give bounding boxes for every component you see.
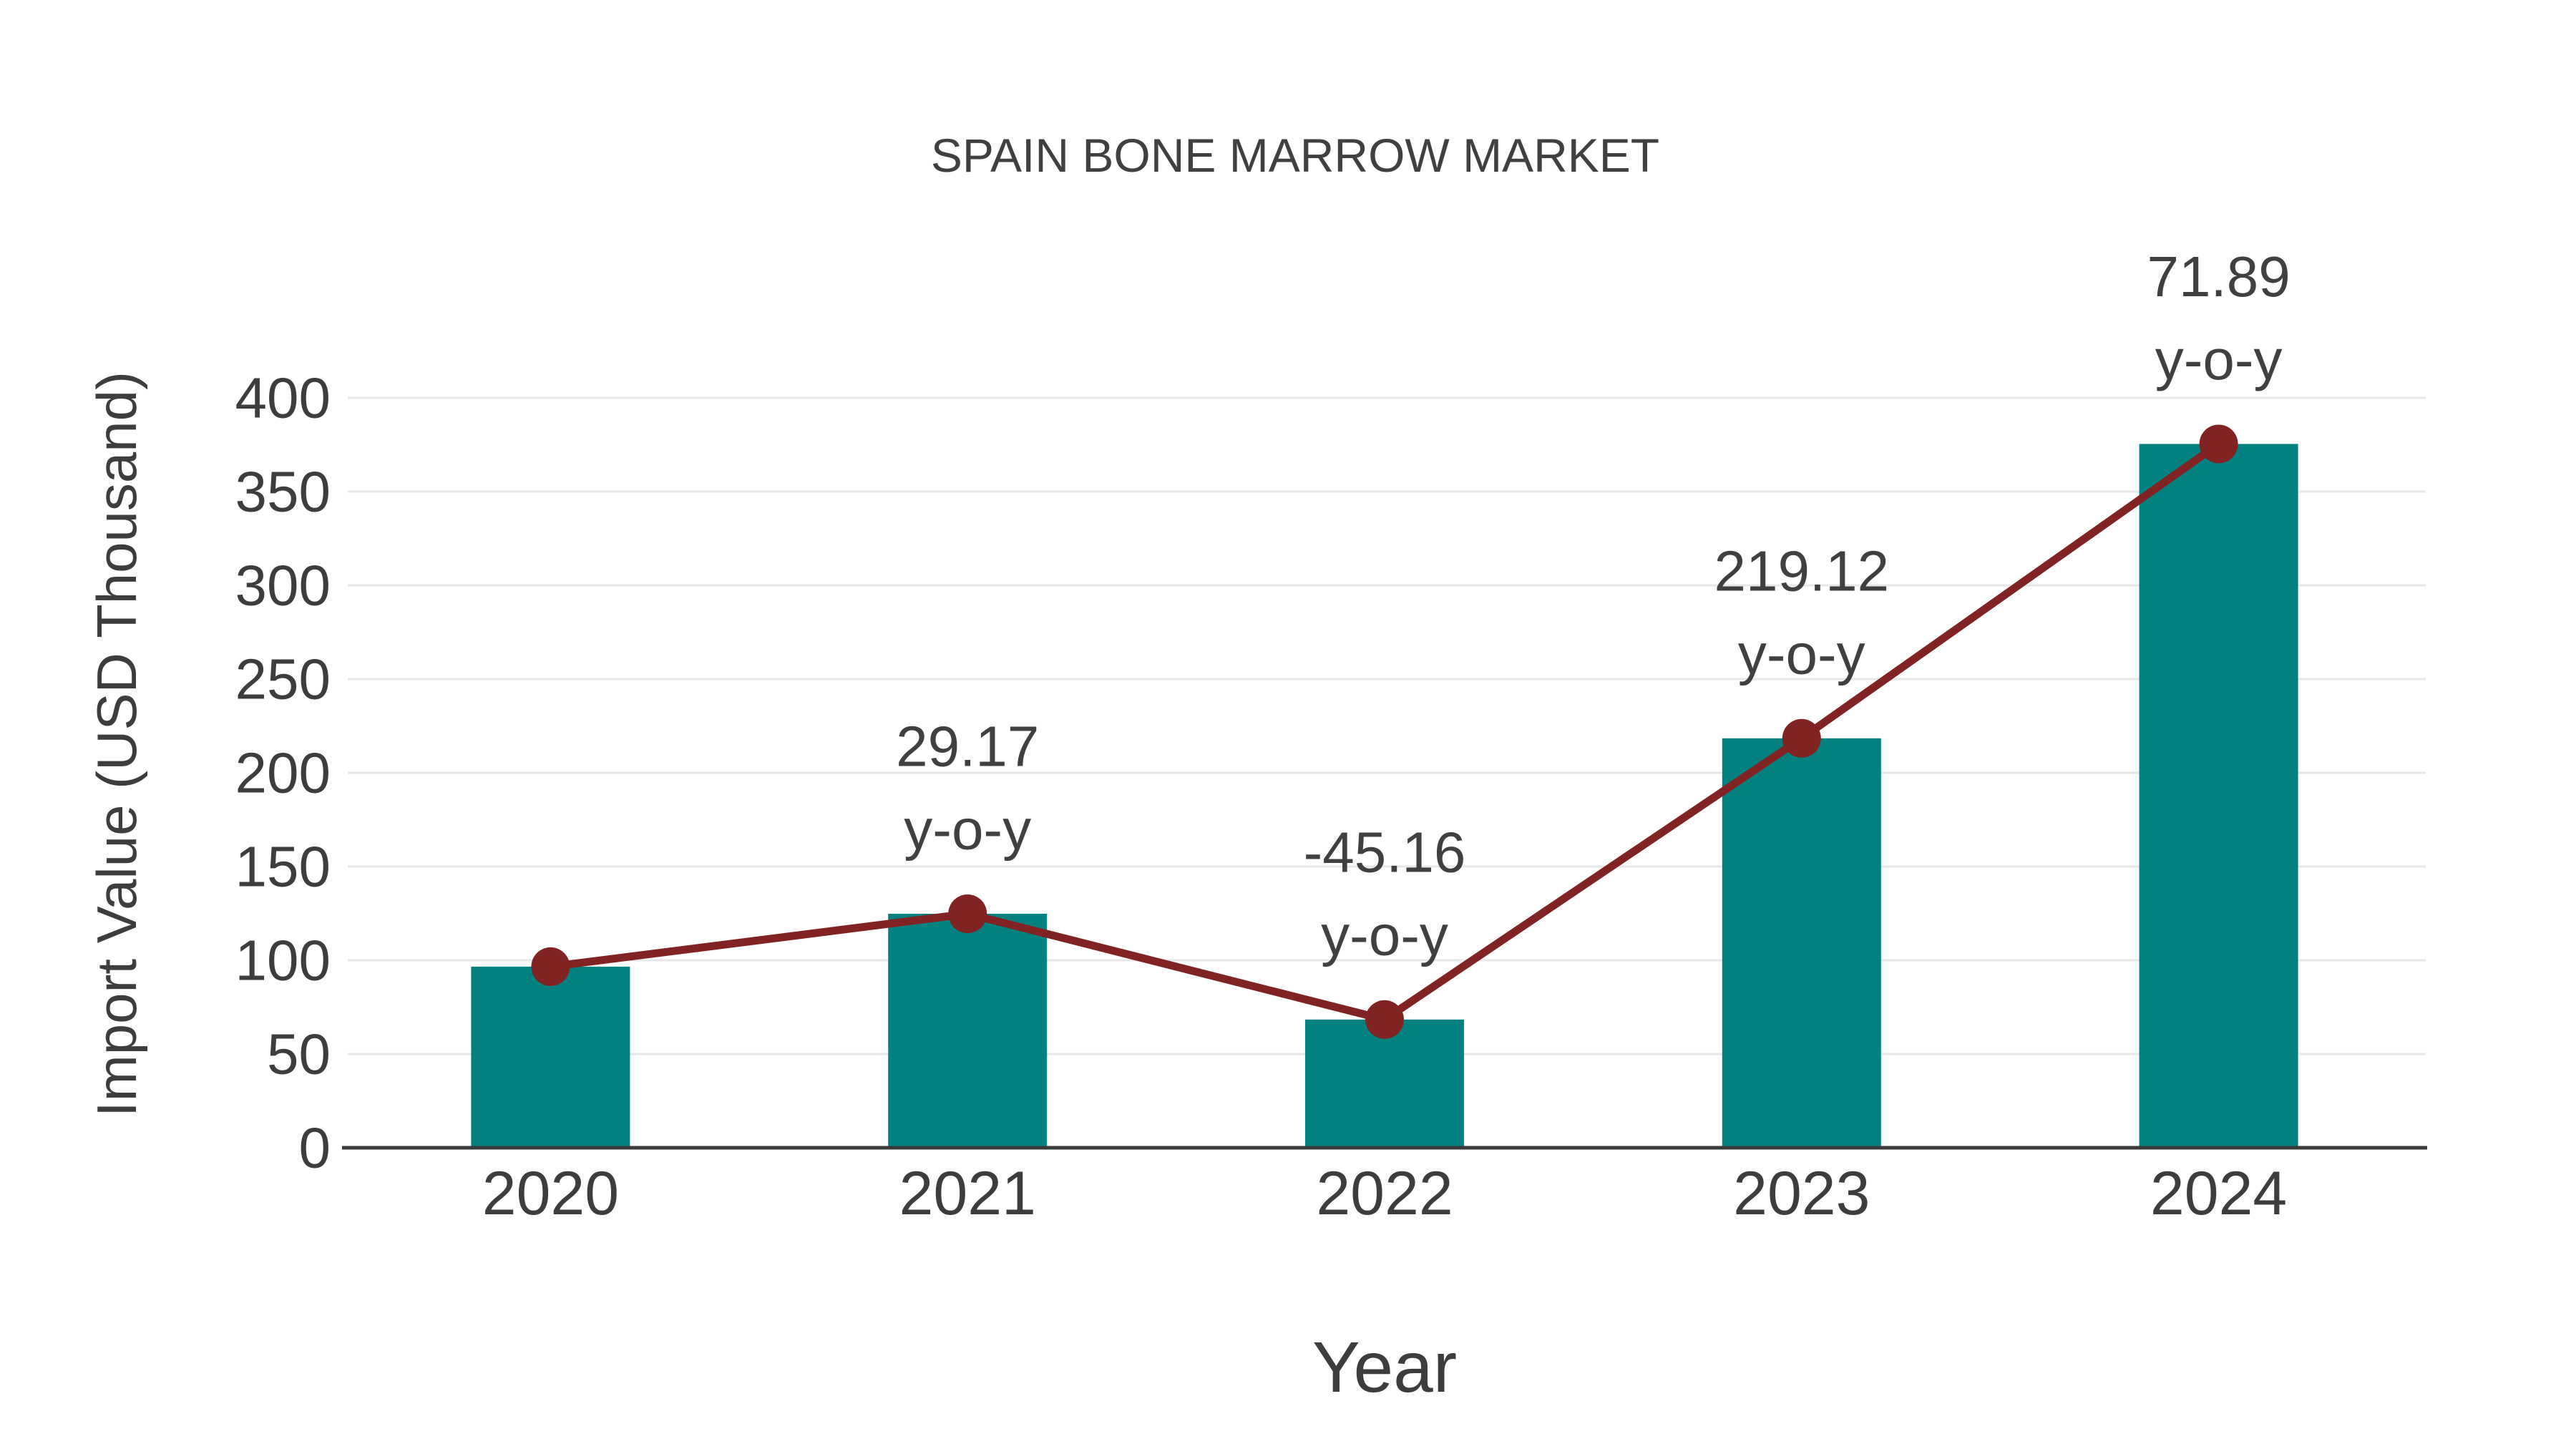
trend-point-2023 [1782,718,1821,758]
trend-point-2020 [531,947,570,986]
y-tick-label-150: 150 [235,835,331,899]
annotation-2021-suffix: y-o-y [904,798,1031,862]
x-tick-label-2022: 2022 [1316,1159,1453,1228]
y-tick-label-200: 200 [235,741,331,805]
annotation-2024-value: 71.89 [2147,245,2290,308]
y-tick-label-0: 0 [299,1116,331,1180]
bar-2024 [2139,444,2298,1148]
trend-point-2024 [2199,424,2238,464]
annotation-2024-suffix: y-o-y [2155,328,2283,391]
x-axis-title: Year [1312,1327,1457,1407]
trend-point-2021 [948,894,987,934]
annotation-2021-value: 29.17 [896,715,1039,779]
annotation-2022-suffix: y-o-y [1321,903,1448,967]
x-tick-label-2021: 2021 [899,1159,1036,1228]
y-tick-label-100: 100 [235,929,331,992]
x-tick-label-2023: 2023 [1733,1159,1870,1228]
x-tick-label-2020: 2020 [482,1159,619,1228]
bar-2021 [888,914,1048,1148]
y-tick-label-400: 400 [235,366,331,430]
y-tick-label-350: 350 [235,460,331,524]
y-tick-label-300: 300 [235,554,331,618]
y-axis-title: Import Value (USD Thousand) [85,371,148,1117]
annotation-2022-value: -45.16 [1304,820,1466,884]
chart-title: SPAIN BONE MARROW MARKET [931,129,1659,182]
bar-2020 [471,966,630,1148]
bar-2023 [1722,738,1881,1148]
trend-point-2022 [1365,1000,1404,1039]
annotation-2023-value: 219.12 [1714,539,1889,602]
y-tick-label-250: 250 [235,648,331,711]
y-tick-label-50: 50 [267,1023,331,1086]
plot-area: 0 50 100 150 200 250 300 350 400 2020 2021 2022 2023… [235,245,2427,1228]
x-tick-label-2024: 2024 [2150,1159,2287,1228]
annotation-2023-suffix: y-o-y [1738,622,1865,686]
bar-2022 [1305,1019,1464,1148]
